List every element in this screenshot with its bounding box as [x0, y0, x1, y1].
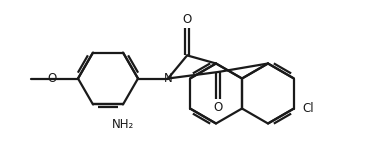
Text: NH₂: NH₂ [112, 119, 134, 131]
Text: Cl: Cl [302, 102, 313, 115]
Text: O: O [48, 72, 57, 85]
Text: N: N [163, 72, 172, 85]
Text: O: O [214, 101, 223, 114]
Text: O: O [183, 13, 192, 26]
